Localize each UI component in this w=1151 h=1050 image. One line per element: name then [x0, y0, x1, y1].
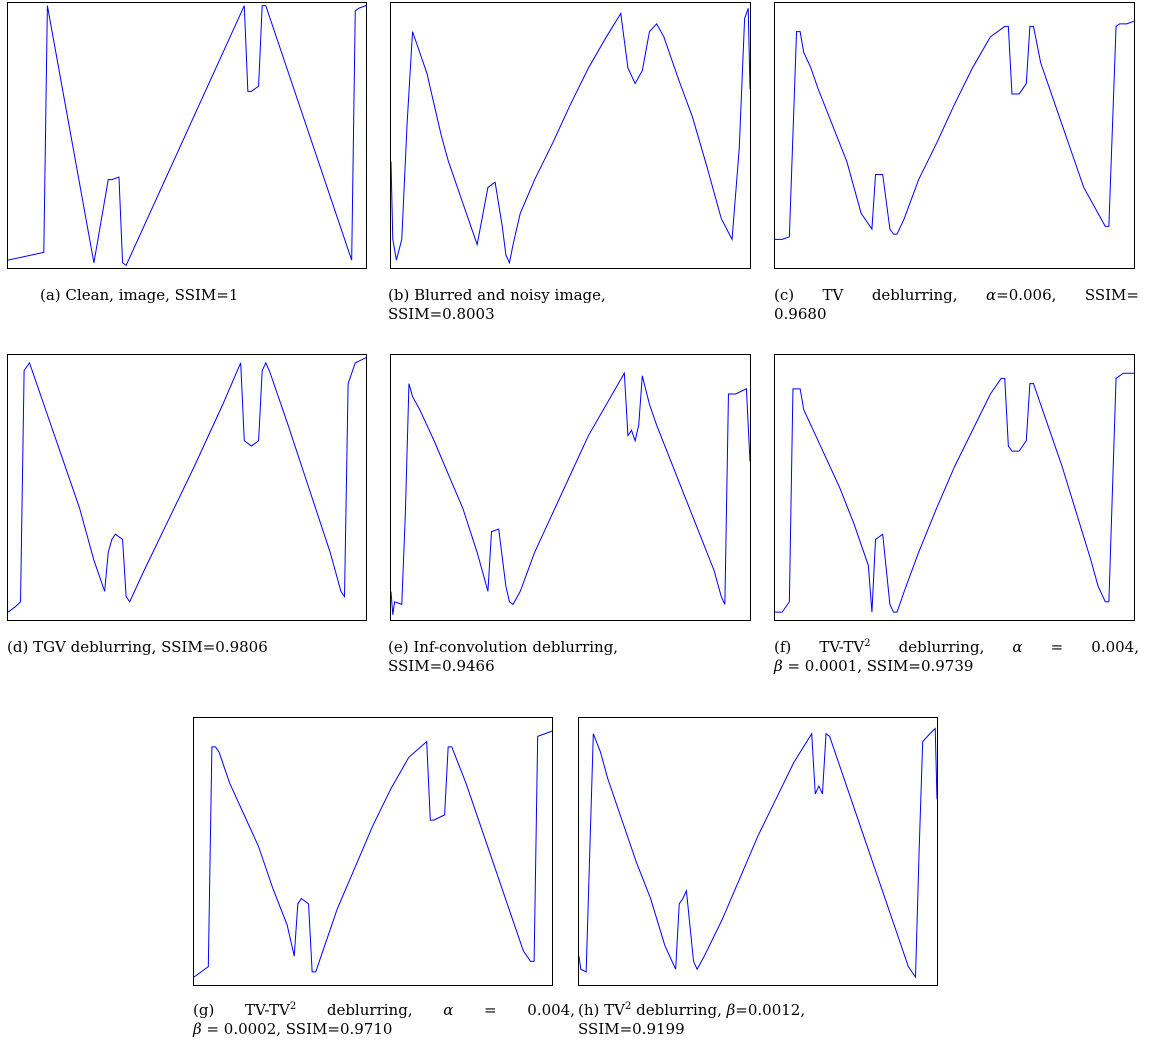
- caption-e: (e) Inf-convolution deblurring, SSIM=0.9…: [388, 638, 758, 676]
- signal-line-e: [391, 373, 750, 615]
- plot-f: [774, 354, 1135, 621]
- plot-b: [390, 2, 751, 269]
- plot-g: [193, 717, 553, 986]
- plot-e: [390, 354, 751, 621]
- caption-h-line-1: (h) TV2 deblurring, β=0.0012,: [578, 1001, 806, 1019]
- signal-line-h: [579, 729, 937, 978]
- caption-h-line-2: SSIM=0.9199: [578, 1020, 685, 1038]
- plot-e-svg: [391, 355, 750, 620]
- plot-c: [774, 2, 1135, 269]
- signal-line-d: [8, 358, 366, 613]
- plot-h: [578, 717, 938, 986]
- caption-c-line-1: (c) TV deblurring, α=0.006, SSIM=: [774, 286, 1139, 304]
- caption-d-line-1: (d) TGV deblurring, SSIM=0.9806: [7, 638, 268, 656]
- signal-line-g: [194, 731, 552, 977]
- caption-c: (c) TV deblurring, α=0.006, SSIM= 0.9680: [774, 286, 1139, 324]
- caption-g: (g) TV-TV2 deblurring, α = 0.004, β = 0.…: [193, 1001, 575, 1039]
- caption-f-line-2: β = 0.0001, SSIM=0.9739: [774, 657, 974, 675]
- plot-d: [7, 354, 367, 621]
- caption-d: (d) TGV deblurring, SSIM=0.9806: [7, 638, 377, 657]
- plot-a-svg: [8, 3, 366, 268]
- plot-d-svg: [8, 355, 366, 620]
- caption-g-line-2: β = 0.0002, SSIM=0.9710: [193, 1020, 393, 1038]
- caption-f-line-1: (f) TV-TV2 deblurring, α = 0.004,: [774, 638, 1139, 656]
- caption-h: (h) TV2 deblurring, β=0.0012, SSIM=0.919…: [578, 1001, 948, 1039]
- caption-f: (f) TV-TV2 deblurring, α = 0.004, β = 0.…: [774, 638, 1139, 676]
- plot-a: [7, 2, 367, 269]
- caption-b-line-2: SSIM=0.8003: [388, 305, 495, 323]
- plot-f-svg: [775, 355, 1134, 620]
- caption-e-line-1: (e) Inf-convolution deblurring,: [388, 638, 619, 656]
- caption-g-line-1: (g) TV-TV2 deblurring, α = 0.004,: [193, 1001, 575, 1019]
- caption-e-line-2: SSIM=0.9466: [388, 657, 495, 675]
- caption-a-line-1: (a) Clean, image, SSIM=1: [40, 286, 239, 304]
- signal-line-f: [775, 373, 1134, 612]
- caption-b-line-1: (b) Blurred and noisy image,: [388, 286, 606, 304]
- signal-line-b: [391, 8, 750, 263]
- signal-line-c: [775, 21, 1134, 239]
- plot-b-svg: [391, 3, 750, 268]
- caption-a: (a) Clean, image, SSIM=1: [40, 286, 370, 305]
- caption-c-line-2: 0.9680: [774, 305, 827, 323]
- signal-line-a: [8, 6, 366, 266]
- plot-c-svg: [775, 3, 1134, 268]
- caption-b: (b) Blurred and noisy image, SSIM=0.8003: [388, 286, 758, 324]
- plot-g-svg: [194, 718, 552, 985]
- plot-h-svg: [579, 718, 937, 985]
